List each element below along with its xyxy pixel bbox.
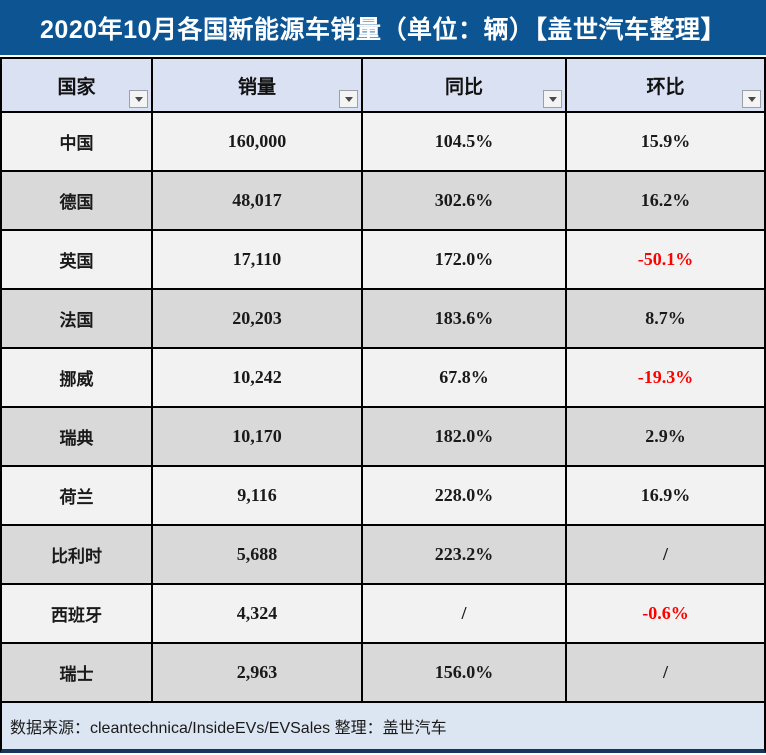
source-footer: 数据来源：cleantechnica/InsideEVs/EVSales 整理：… [2,703,764,749]
cell-value: 16.2% [567,172,764,229]
header-label-sales: 销量 [237,76,276,98]
triangle-down-icon [747,96,756,102]
header-cell-yoy: 同比 [363,59,565,111]
cell-country: 荷兰 [2,467,151,524]
cell-value: -0.6% [567,585,764,642]
cell-value: 156.0% [363,644,565,701]
header-label-mom: 环比 [646,76,685,98]
cell-value: 9,116 [153,467,361,524]
triangle-down-icon [344,96,353,102]
cell-value: 223.2% [363,526,565,583]
cell-country: 中国 [2,113,151,170]
cell-value: 183.6% [363,290,565,347]
cell-country: 瑞典 [2,408,151,465]
cell-value: 182.0% [363,408,565,465]
cell-value: 228.0% [363,467,565,524]
cell-value: 2,963 [153,644,361,701]
cell-value: 5,688 [153,526,361,583]
cell-value: / [567,644,764,701]
cell-country: 西班牙 [2,585,151,642]
header-label-country: 国家 [57,76,96,98]
header-cell-sales: 销量 [153,59,361,111]
cell-value: 20,203 [153,290,361,347]
cell-value: 10,242 [153,349,361,406]
filter-dropdown-button[interactable] [129,90,148,108]
header-cell-country: 国家 [2,59,151,111]
cell-value: -19.3% [567,349,764,406]
cell-value: 104.5% [363,113,565,170]
page-title: 2020年10月各国新能源车销量（单位：辆）【盖世汽车整理】 [40,15,726,44]
cell-country: 德国 [2,172,151,229]
filter-dropdown-button[interactable] [339,90,358,108]
cell-value: 10,170 [153,408,361,465]
cell-country: 英国 [2,231,151,288]
cell-country: 瑞士 [2,644,151,701]
filter-dropdown-button[interactable] [742,90,761,108]
cell-value: 302.6% [363,172,565,229]
header-cell-mom: 环比 [567,59,764,111]
cell-value: 48,017 [153,172,361,229]
cell-value: 17,110 [153,231,361,288]
cell-country: 挪威 [2,349,151,406]
cell-value: 8.7% [567,290,764,347]
triangle-down-icon [134,96,143,102]
sales-table: 国家 销量 同比 环比 中国 160,000 104.5% 15.9% 德国 48,017… [0,57,766,753]
title-bar: 2020年10月各国新能源车销量（单位：辆）【盖世汽车整理】 [0,0,766,55]
cell-value: / [363,585,565,642]
source-text: 数据来源：cleantechnica/InsideEVs/EVSales 整理：… [10,720,447,737]
cell-value: / [567,526,764,583]
cell-country: 比利时 [2,526,151,583]
cell-value: 16.9% [567,467,764,524]
cell-value: 67.8% [363,349,565,406]
cell-value: -50.1% [567,231,764,288]
triangle-down-icon [548,96,557,102]
header-label-yoy: 同比 [444,76,483,98]
cell-country: 法国 [2,290,151,347]
cell-value: 4,324 [153,585,361,642]
cell-value: 15.9% [567,113,764,170]
filter-dropdown-button[interactable] [543,90,562,108]
cell-value: 160,000 [153,113,361,170]
cell-value: 172.0% [363,231,565,288]
cell-value: 2.9% [567,408,764,465]
